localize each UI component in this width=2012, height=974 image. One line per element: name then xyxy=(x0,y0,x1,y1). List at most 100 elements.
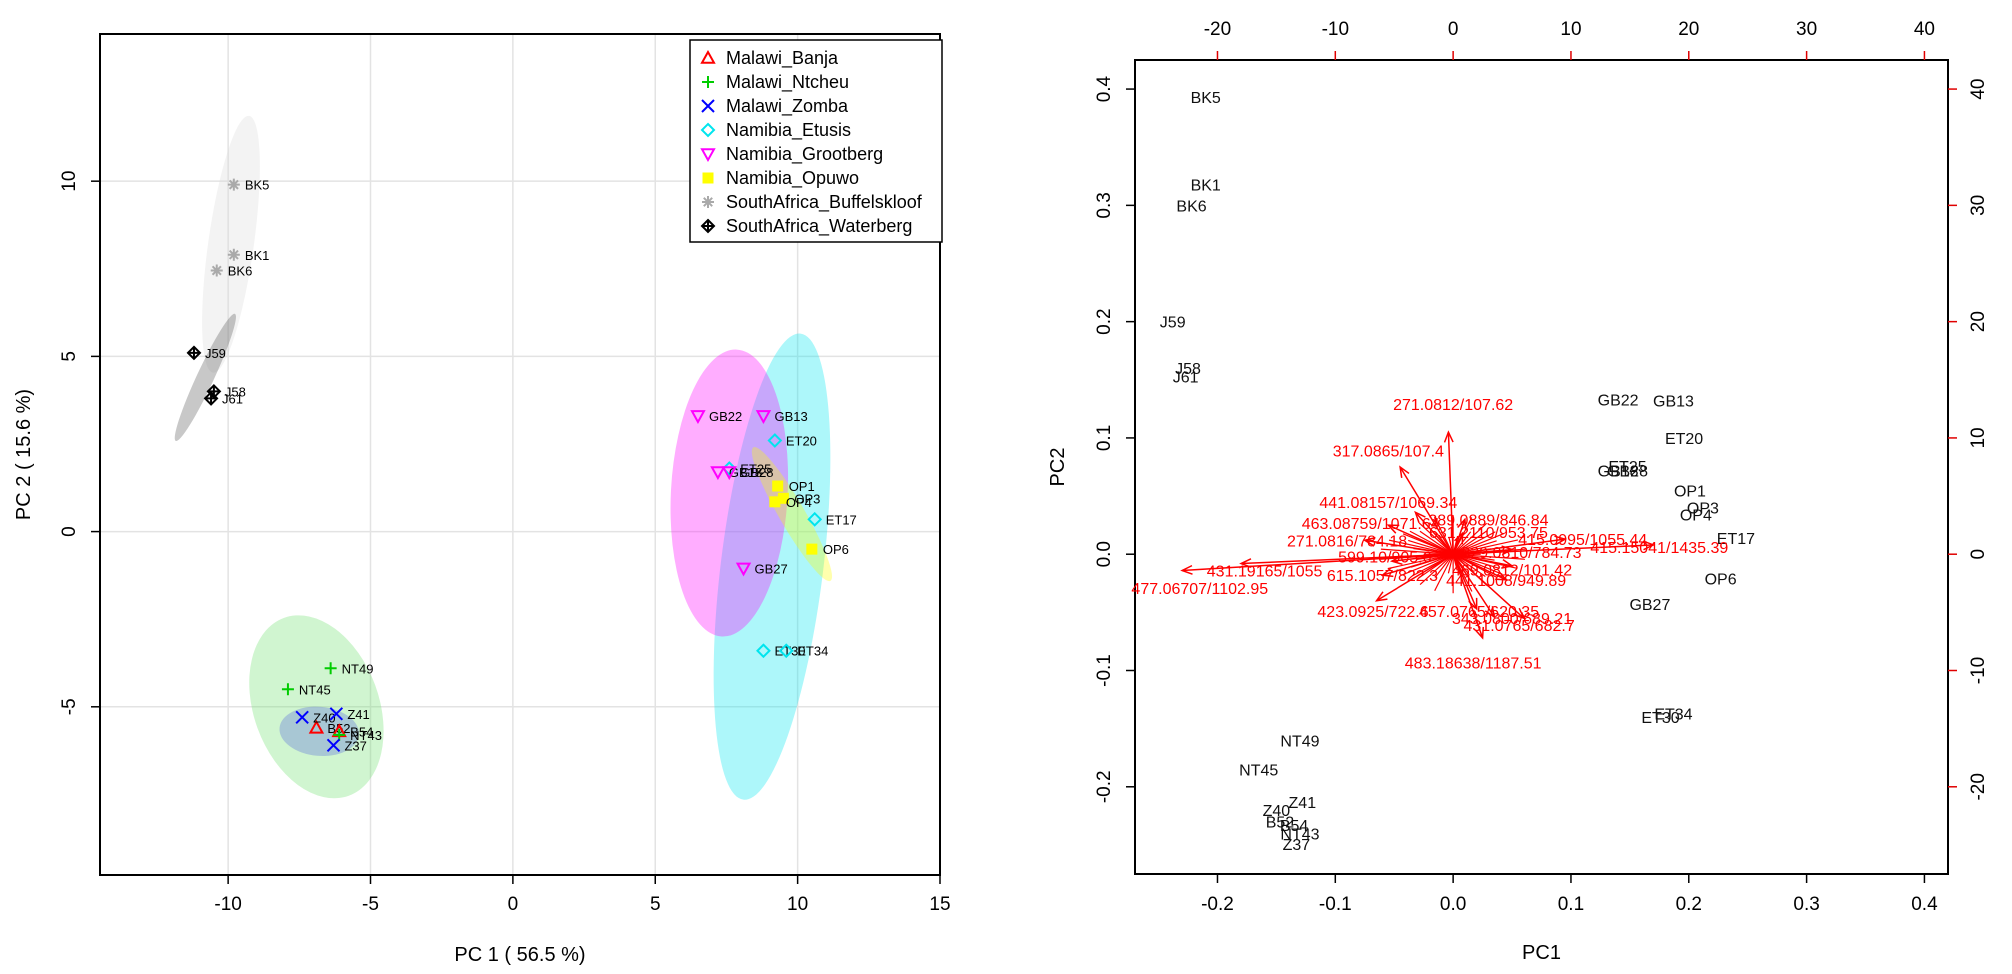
point-label: OP3 xyxy=(794,491,820,506)
plot-frame xyxy=(1134,59,1949,875)
cross-marker xyxy=(295,710,309,725)
loading-label: 469.0812/101.42 xyxy=(1452,562,1572,579)
loading-arrow-minor xyxy=(1409,530,1454,555)
sample-label: NT49 xyxy=(1280,733,1319,750)
sample-label: J58 xyxy=(1175,361,1201,378)
sample-label: Z41 xyxy=(1289,795,1317,812)
x-tick-label: -5 xyxy=(362,894,379,915)
secondary-x-tick-label: 40 xyxy=(1914,19,1935,40)
plus-marker xyxy=(324,662,337,675)
sample-label: BK6 xyxy=(1176,198,1206,215)
sample-label: GB18 xyxy=(1598,463,1639,480)
x-axis-label: PC 1 ( 56.5 %) xyxy=(454,944,585,966)
loading-arrow-minor xyxy=(1408,539,1454,555)
y-tick-label: 0.3 xyxy=(1094,192,1115,218)
point-label: OP4 xyxy=(786,495,812,510)
triangle-down-marker xyxy=(700,148,716,163)
loading-arrowhead xyxy=(1239,558,1252,569)
legend-box xyxy=(689,39,943,243)
y-tick-label: 0.0 xyxy=(1094,541,1115,567)
sample-label: OP1 xyxy=(1674,483,1706,500)
y-tick-label: -0.1 xyxy=(1094,654,1115,687)
point-label: J58 xyxy=(225,384,246,399)
loading-arrow-minor xyxy=(1452,553,1486,578)
square-marker xyxy=(772,480,784,492)
cross-marker xyxy=(326,738,341,753)
loading-label: 431.0765/682.7 xyxy=(1464,618,1575,635)
sample-label: J59 xyxy=(1160,315,1186,332)
loading-label: 441.1008/949.89 xyxy=(1446,573,1566,590)
triangle-down-marker xyxy=(690,410,706,425)
cross-marker xyxy=(329,707,344,721)
secondary-y-tick-label: 30 xyxy=(1968,195,1989,216)
plus-marker xyxy=(333,728,346,741)
loading-arrow-minor xyxy=(1453,553,1517,569)
asterisk-marker xyxy=(702,196,714,208)
x-tick-label: 0.0 xyxy=(1440,894,1466,915)
loading-arrow-minor xyxy=(1452,517,1473,555)
square-marker xyxy=(769,496,781,508)
legend-entry: Malawi_Ntcheu xyxy=(726,72,849,93)
loading-arrow xyxy=(1241,553,1454,565)
loading-arrow-minor xyxy=(1380,553,1454,560)
x-tick-label: 10 xyxy=(787,894,808,915)
loading-arrowhead xyxy=(1386,524,1400,534)
sample-label: ET20 xyxy=(1665,431,1703,448)
loading-arrow xyxy=(1453,544,1654,555)
loading-arrow-minor xyxy=(1448,536,1454,555)
confidence-ellipse-Namibia_Etusis xyxy=(713,333,831,800)
triangle-down-marker xyxy=(735,562,752,577)
loading-label: 415.15041/1435.39 xyxy=(1590,540,1728,557)
confidence-ellipse-Malawi_Ntcheu xyxy=(249,615,384,799)
loading-label: 271.0812/107.62 xyxy=(1393,397,1513,414)
loading-label: 343.0800/689.21 xyxy=(1452,611,1572,628)
loading-arrow-minor xyxy=(1452,553,1498,579)
sample-label: GB27 xyxy=(1629,597,1670,614)
secondary-y-tick-label: 40 xyxy=(1968,79,1989,100)
y-tick-label: 0.1 xyxy=(1094,425,1115,451)
loading-label: 431.19165/1055 xyxy=(1207,563,1323,580)
loading-label: 477.06707/1102.95 xyxy=(1131,581,1268,598)
x-tick-label: 0.4 xyxy=(1911,894,1938,915)
secondary-y-tick-label: 20 xyxy=(1968,311,1989,332)
loading-arrow-minor xyxy=(1453,548,1526,555)
loading-label: 271.0816/784.18 xyxy=(1287,533,1407,550)
sample-label: OP6 xyxy=(1705,572,1737,589)
loading-arrow-minor xyxy=(1452,553,1488,587)
y-tick-label: 10 xyxy=(59,171,80,192)
loading-label: 389.0889/846.84 xyxy=(1428,512,1548,529)
asterisk-marker xyxy=(210,264,223,277)
loading-arrow-minor xyxy=(1418,522,1454,555)
loading-arrowhead xyxy=(1642,540,1656,551)
y-tick-label: -5 xyxy=(59,698,80,715)
x-tick-label: 0.1 xyxy=(1558,894,1584,915)
sample-label: B52 xyxy=(1266,815,1295,832)
loading-arrowhead xyxy=(1399,465,1410,478)
loading-label: 631.2110/953.75 xyxy=(1429,525,1548,542)
loading-arrowhead xyxy=(1484,606,1496,619)
legend-entry: Namibia_Grootberg xyxy=(726,144,883,165)
point-label: BK6 xyxy=(228,264,253,279)
triangle-down-marker xyxy=(721,466,737,481)
secondary-x-tick-label: 20 xyxy=(1678,19,1699,40)
diamond-marker xyxy=(778,643,794,659)
loading-arrow xyxy=(1452,553,1495,618)
point-label: OP1 xyxy=(789,479,815,494)
point-label: GB28 xyxy=(740,465,773,480)
point-label: BK5 xyxy=(245,178,270,193)
loading-label: 415.0995/1055.44 xyxy=(1518,532,1647,549)
loading-label: 441.08157/1069.34 xyxy=(1319,495,1457,512)
loading-arrowhead xyxy=(1374,591,1388,602)
confidence-ellipse-Namibia_Grootberg xyxy=(670,349,789,637)
pca-score-plot: -10 -5 0 5 10 15 -5 0 5 10 PC 1 ( 56.5 %) PC 2 ( 15… xyxy=(13,33,951,966)
y-tick-label: 0.2 xyxy=(1094,308,1115,334)
plus-marker xyxy=(702,76,714,88)
confidence-ellipse-SouthAfrica_Waterberg xyxy=(174,313,236,442)
plus-marker xyxy=(281,683,294,696)
sample-label: BK5 xyxy=(1191,90,1221,107)
secondary-x-tick-label: 30 xyxy=(1796,19,1817,40)
point-label: GB22 xyxy=(709,409,742,424)
x-tick-label: 5 xyxy=(650,894,661,915)
y-axis-label: PC 2 ( 15.6 %) xyxy=(13,389,35,520)
point-label: GB18 xyxy=(729,465,762,480)
